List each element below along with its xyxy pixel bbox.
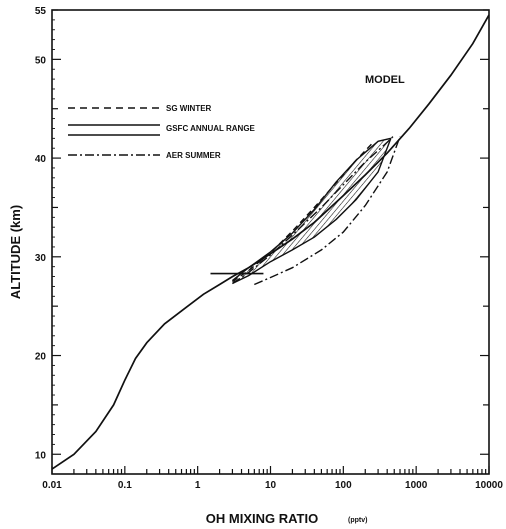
- y-tick-label: 30: [35, 253, 47, 264]
- plot-frame: [51, 9, 490, 475]
- x-tick-label: 0.01: [42, 480, 62, 491]
- x-tick-label: 1: [195, 480, 201, 491]
- model-annotation: MODEL: [365, 74, 405, 86]
- y-tick-label: 55: [35, 6, 47, 17]
- y-tick-label: 10: [35, 450, 47, 461]
- x-tick-label: 1000: [405, 480, 428, 491]
- legend: SG WINTER GSFC ANNUAL RANGE AER SUMMER: [68, 104, 256, 160]
- gsfc-band-fill: [232, 138, 391, 284]
- legend-label: AER SUMMER: [166, 151, 221, 160]
- series-sg-winter: [232, 142, 373, 283]
- series-aer-summer-low: [254, 136, 401, 286]
- series-gsfc-low: [232, 138, 392, 285]
- y-tick-label: 50: [35, 55, 47, 66]
- tick-marks: [51, 9, 490, 474]
- y-tick-label: 20: [35, 352, 47, 363]
- gsfc-band-layer: [232, 138, 391, 284]
- x-tick-label: 10000: [475, 480, 503, 491]
- series-aer-summer-high: [232, 134, 395, 285]
- legend-label: GSFC ANNUAL RANGE: [166, 124, 256, 133]
- x-axis-label: OH MIXING RATIO: [206, 511, 318, 526]
- series-layer: [51, 14, 490, 470]
- x-tick-label: 0.1: [118, 480, 132, 491]
- y-tick-label: 40: [35, 154, 47, 165]
- series-model: [51, 14, 490, 470]
- tick-labels: 0.01 0.1 1 10 100 1000 10000 10 20 30 40 50 55: [35, 6, 503, 491]
- legend-label: SG WINTER: [166, 104, 212, 113]
- x-tick-label: 100: [335, 480, 352, 491]
- x-axis-unit: (pptv): [348, 517, 367, 524]
- x-tick-label: 10: [265, 480, 277, 491]
- y-axis-label: ALTITUDE (km): [8, 205, 23, 299]
